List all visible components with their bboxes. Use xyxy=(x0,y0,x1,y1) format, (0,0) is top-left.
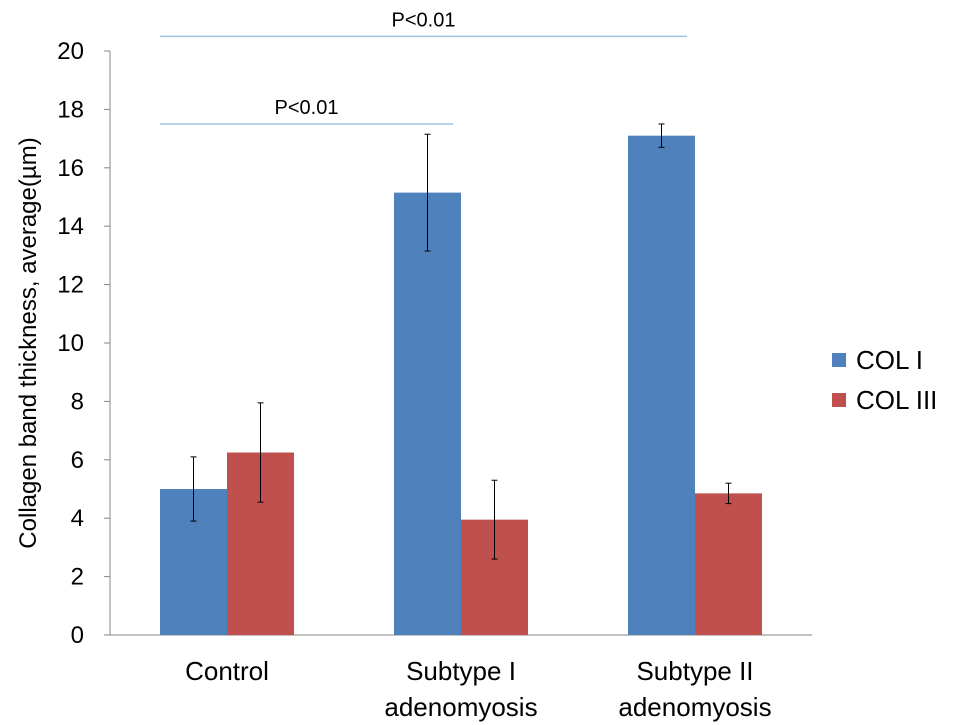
y-tick-label: 4 xyxy=(71,505,84,532)
significance-annotations: P<0.01 P<0.01 xyxy=(160,9,687,125)
y-tick-label: 12 xyxy=(57,272,84,299)
bar-col-i xyxy=(628,135,695,635)
y-tick-label: 16 xyxy=(57,155,84,182)
legend-label: COL I xyxy=(856,345,923,375)
y-tick-label: 14 xyxy=(57,213,84,240)
x-tick-label: Subtype II adenomyosis xyxy=(618,656,771,722)
bar-col-i xyxy=(394,192,461,635)
bars xyxy=(160,135,762,635)
y-axis-label: Collagen band thickness, average(µm) xyxy=(15,137,42,548)
y-tick-label: 18 xyxy=(57,96,84,123)
error-bars xyxy=(190,123,732,560)
significance-label: P<0.01 xyxy=(275,97,339,119)
significance-label: P<0.01 xyxy=(392,9,456,31)
legend-label: COL III xyxy=(856,385,937,415)
y-tick-label: 20 xyxy=(57,38,84,65)
y-tick-label: 0 xyxy=(71,622,84,649)
legend-swatch xyxy=(832,393,846,407)
y-tick-label: 6 xyxy=(71,447,84,474)
y-tick-label: 2 xyxy=(71,564,84,591)
axes: 0 2 4 6 8 10 12 14 16 18 20 xyxy=(57,38,812,649)
y-tick-label: 8 xyxy=(71,388,84,415)
x-tick-label: Control xyxy=(185,656,269,686)
bar-col-iii xyxy=(695,493,762,635)
legend-swatch xyxy=(832,353,846,367)
y-tick-label: 10 xyxy=(57,330,84,357)
legend: COL I COL III xyxy=(832,345,937,415)
